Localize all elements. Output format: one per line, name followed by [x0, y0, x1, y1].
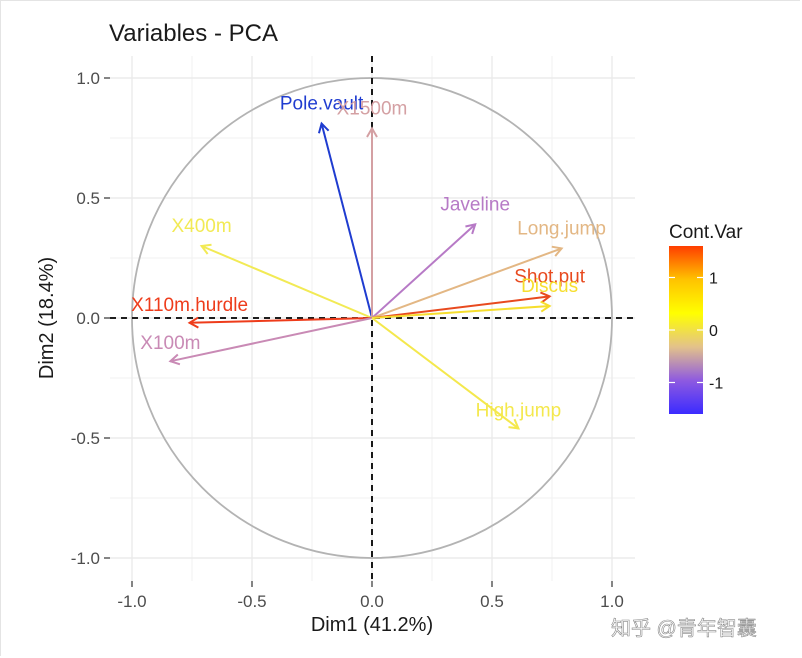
arrowhead-long-jump	[551, 245, 564, 257]
arrowhead-javeline	[465, 223, 477, 235]
arrow-pole-vault	[322, 124, 373, 319]
x-tick-label: 1.0	[600, 592, 624, 611]
arrow-long-jump	[371, 248, 562, 319]
label-javeline: Javeline	[440, 194, 510, 215]
legend-tick-label: -1	[709, 376, 723, 393]
label-long-jump: Long.jump	[517, 218, 606, 239]
correlation-circle-layer	[110, 56, 635, 581]
label-x400m: X400m	[171, 216, 231, 237]
label-discus: Discus	[521, 276, 578, 297]
legend-tick-label: 0	[709, 323, 718, 340]
legend-ticks: 1 0 -1	[669, 271, 723, 393]
legend-title: Cont.Var	[669, 222, 743, 243]
x-tick-label: 0.5	[480, 592, 504, 611]
color-legend: Cont.Var 1 0 -1	[669, 222, 743, 414]
y-tick-label: -1.0	[71, 549, 100, 568]
arrow-discus	[371, 306, 550, 319]
arrowhead-x400m	[199, 243, 212, 255]
arrowhead-pole-vault	[317, 121, 330, 134]
arrow-x100m	[170, 317, 373, 361]
y-tick-label: 1.0	[76, 69, 100, 88]
label-x110m-hurdle: X110m.hurdle	[131, 295, 248, 316]
arrowhead-shot-put	[540, 291, 552, 304]
arrowhead-high-jump	[508, 418, 520, 430]
arrow-high-jump	[371, 317, 518, 428]
y-tick-label: 0.0	[76, 309, 100, 328]
arrowhead-x100m	[168, 353, 181, 366]
label-pole-vault: Pole.vault	[280, 94, 364, 115]
arrow-x110m-hurdle	[190, 317, 373, 323]
arrow-x400m	[202, 246, 373, 319]
label-x100m: X100m	[140, 333, 200, 354]
arrow-javeline	[371, 224, 475, 319]
x-axis-title: Dim1 (41.2%)	[311, 614, 433, 636]
label-high-jump: High.jump	[476, 400, 562, 421]
x-tick-label: 0.0	[360, 592, 384, 611]
y-axis-title: Dim2 (18.4%)	[36, 257, 58, 379]
arrowhead-discus	[540, 300, 552, 313]
arrow-shot-put	[371, 296, 550, 319]
arrowhead-x110m-hurdle	[187, 316, 199, 329]
label-x1500m: X1500m	[337, 98, 408, 119]
chart-title: Variables - PCA	[109, 20, 278, 47]
watermark: 知乎 @青年智囊	[611, 617, 757, 640]
x-tick-label: -0.5	[237, 592, 266, 611]
label-shot-put: Shot.put	[514, 266, 585, 287]
variable-arrows	[168, 121, 564, 430]
axes: -1.0 -0.5 0.0 0.5 1.0 -1.0 -0.5 0.0 0.5 1.0	[71, 69, 624, 611]
x-tick-label: -1.0	[117, 592, 146, 611]
arrowhead-x1500m	[366, 126, 378, 138]
y-tick-label: 0.5	[76, 189, 100, 208]
y-tick-label: -0.5	[71, 429, 100, 448]
legend-tick-label: 1	[709, 271, 718, 288]
